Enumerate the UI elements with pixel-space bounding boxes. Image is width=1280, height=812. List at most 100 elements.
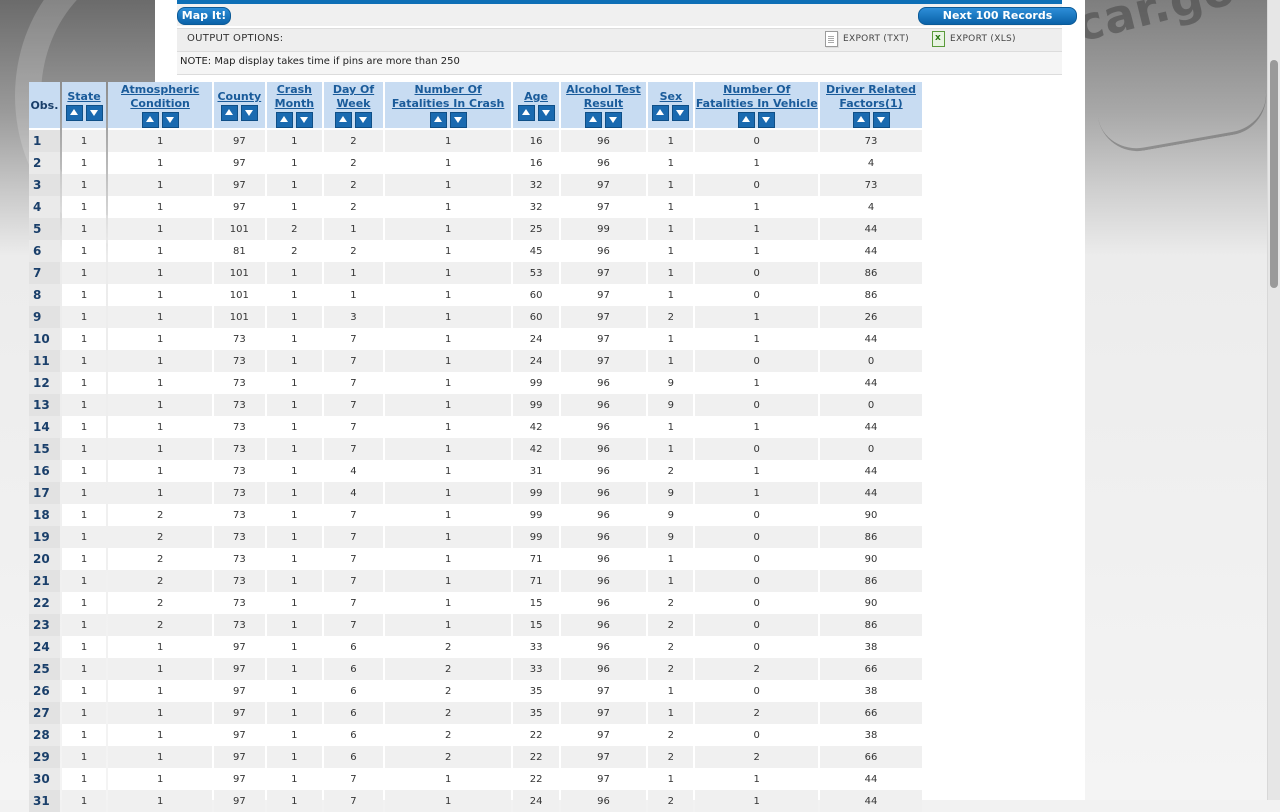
table-cell: 2 <box>324 174 383 196</box>
table-cell: 1 <box>384 526 512 548</box>
sort-ascending-icon[interactable] <box>429 112 447 128</box>
column-header-link[interactable]: Driver Related Factors(1) <box>826 83 916 110</box>
table-row: 1 1 1 97 1 2 1 16 96 1 0 73 <box>29 130 922 152</box>
table-cell: 2 <box>384 702 512 724</box>
export-xls-link[interactable]: EXPORT (XLS) <box>932 31 1016 47</box>
column-header-link[interactable]: Atmospheric Condition <box>121 83 200 110</box>
sort-ascending-icon[interactable] <box>275 112 293 128</box>
sort-ascending-icon[interactable] <box>65 105 83 121</box>
row-obs-number: 14 <box>29 416 60 438</box>
column-header-link[interactable]: State <box>67 90 101 103</box>
sort-ascending-icon[interactable] <box>738 112 756 128</box>
table-cell: 1 <box>384 790 512 812</box>
table-row: 23 1 2 73 1 7 1 15 96 2 0 86 <box>29 614 922 636</box>
table-row: 13 1 1 73 1 7 1 99 96 9 0 0 <box>29 394 922 416</box>
sort-descending-icon[interactable] <box>537 105 555 121</box>
table-cell: 0 <box>695 394 818 416</box>
table-cell: 44 <box>820 768 922 790</box>
row-obs-number: 25 <box>29 658 60 680</box>
sort-descending-icon[interactable] <box>604 112 622 128</box>
table-cell: 1 <box>266 636 323 658</box>
sort-ascending-icon[interactable] <box>852 112 870 128</box>
vertical-scrollbar[interactable] <box>1267 0 1280 800</box>
table-cell: 1 <box>695 768 818 790</box>
sort-descending-icon[interactable] <box>672 105 690 121</box>
sort-descending-icon[interactable] <box>240 105 258 121</box>
table-cell: 96 <box>560 592 647 614</box>
table-cell: 1 <box>266 746 323 768</box>
table-cell: 73 <box>214 438 265 460</box>
table-cell: 97 <box>214 746 265 768</box>
table-cell: 0 <box>695 262 818 284</box>
column-header-link[interactable]: Number Of Fatalities In Crash <box>391 83 505 110</box>
table-row: 3 1 1 97 1 2 1 32 97 1 0 73 <box>29 174 922 196</box>
table-cell: 2 <box>648 636 694 658</box>
table-cell: 1 <box>266 284 323 306</box>
table-cell: 73 <box>214 548 265 570</box>
table-cell: 97 <box>560 284 647 306</box>
sort-descending-icon[interactable] <box>758 112 776 128</box>
table-cell: 1 <box>61 724 107 746</box>
table-cell: 2 <box>648 460 694 482</box>
table-cell: 2 <box>266 240 323 262</box>
sort-descending-icon[interactable] <box>161 112 179 128</box>
table-cell: 9 <box>648 504 694 526</box>
table-cell: 7 <box>324 570 383 592</box>
sort-controls <box>385 112 512 128</box>
table-cell: 22 <box>513 746 559 768</box>
table-cell: 97 <box>214 658 265 680</box>
table-cell: 1 <box>648 152 694 174</box>
table-cell: 1 <box>108 768 213 790</box>
column-header-link[interactable]: Sex <box>659 90 683 103</box>
map-it-button[interactable]: Map It! <box>177 7 231 25</box>
column-header-link[interactable]: Crash Month <box>274 83 315 110</box>
table-cell: 6 <box>324 724 383 746</box>
sort-descending-icon[interactable] <box>295 112 313 128</box>
table-cell: 1 <box>61 306 107 328</box>
table-cell: 1 <box>266 680 323 702</box>
sort-ascending-icon[interactable] <box>334 112 352 128</box>
table-cell: 1 <box>61 284 107 306</box>
column-header-link[interactable]: Age <box>524 90 549 103</box>
table-cell: 1 <box>266 460 323 482</box>
table-cell: 97 <box>214 702 265 724</box>
table-cell: 1 <box>384 350 512 372</box>
background-brand-swoosh <box>1097 85 1273 158</box>
sort-ascending-icon[interactable] <box>652 105 670 121</box>
column-header-link[interactable]: Day Of Week <box>332 83 375 110</box>
table-cell: 1 <box>266 570 323 592</box>
table-cell: 6 <box>324 680 383 702</box>
sort-descending-icon[interactable] <box>449 112 467 128</box>
row-obs-number: 6 <box>29 240 60 262</box>
sort-ascending-icon[interactable] <box>141 112 159 128</box>
table-cell: 0 <box>695 680 818 702</box>
table-cell: 44 <box>820 790 922 812</box>
sort-ascending-icon[interactable] <box>517 105 535 121</box>
table-cell: 2 <box>108 526 213 548</box>
sort-ascending-icon[interactable] <box>220 105 238 121</box>
sort-controls <box>267 112 323 128</box>
sort-descending-icon[interactable] <box>354 112 372 128</box>
table-cell: 2 <box>324 130 383 152</box>
column-header-link[interactable]: Number Of Fatalities In Vehicle <box>695 83 818 110</box>
column-header-link[interactable]: Alcohol Test Result <box>566 83 641 110</box>
table-cell: 1 <box>266 790 323 812</box>
table-cell: 1 <box>266 196 323 218</box>
sort-ascending-icon[interactable] <box>584 112 602 128</box>
table-cell: 1 <box>648 570 694 592</box>
table-row: 28 1 1 97 1 6 2 22 97 2 0 38 <box>29 724 922 746</box>
table-cell: 1 <box>648 680 694 702</box>
table-cell: 90 <box>820 504 922 526</box>
export-txt-link[interactable]: EXPORT (TXT) <box>825 31 909 47</box>
next-100-records-button[interactable]: Next 100 Records <box>918 7 1077 25</box>
sort-descending-icon[interactable] <box>872 112 890 128</box>
scrollbar-thumb[interactable] <box>1270 60 1278 288</box>
table-cell: 35 <box>513 680 559 702</box>
table-cell: 2 <box>648 592 694 614</box>
table-cell: 1 <box>648 768 694 790</box>
sort-descending-icon[interactable] <box>85 105 103 121</box>
table-cell: 2 <box>108 548 213 570</box>
sort-controls <box>324 112 383 128</box>
column-header-link[interactable]: County <box>217 90 262 103</box>
table-cell: 1 <box>61 372 107 394</box>
